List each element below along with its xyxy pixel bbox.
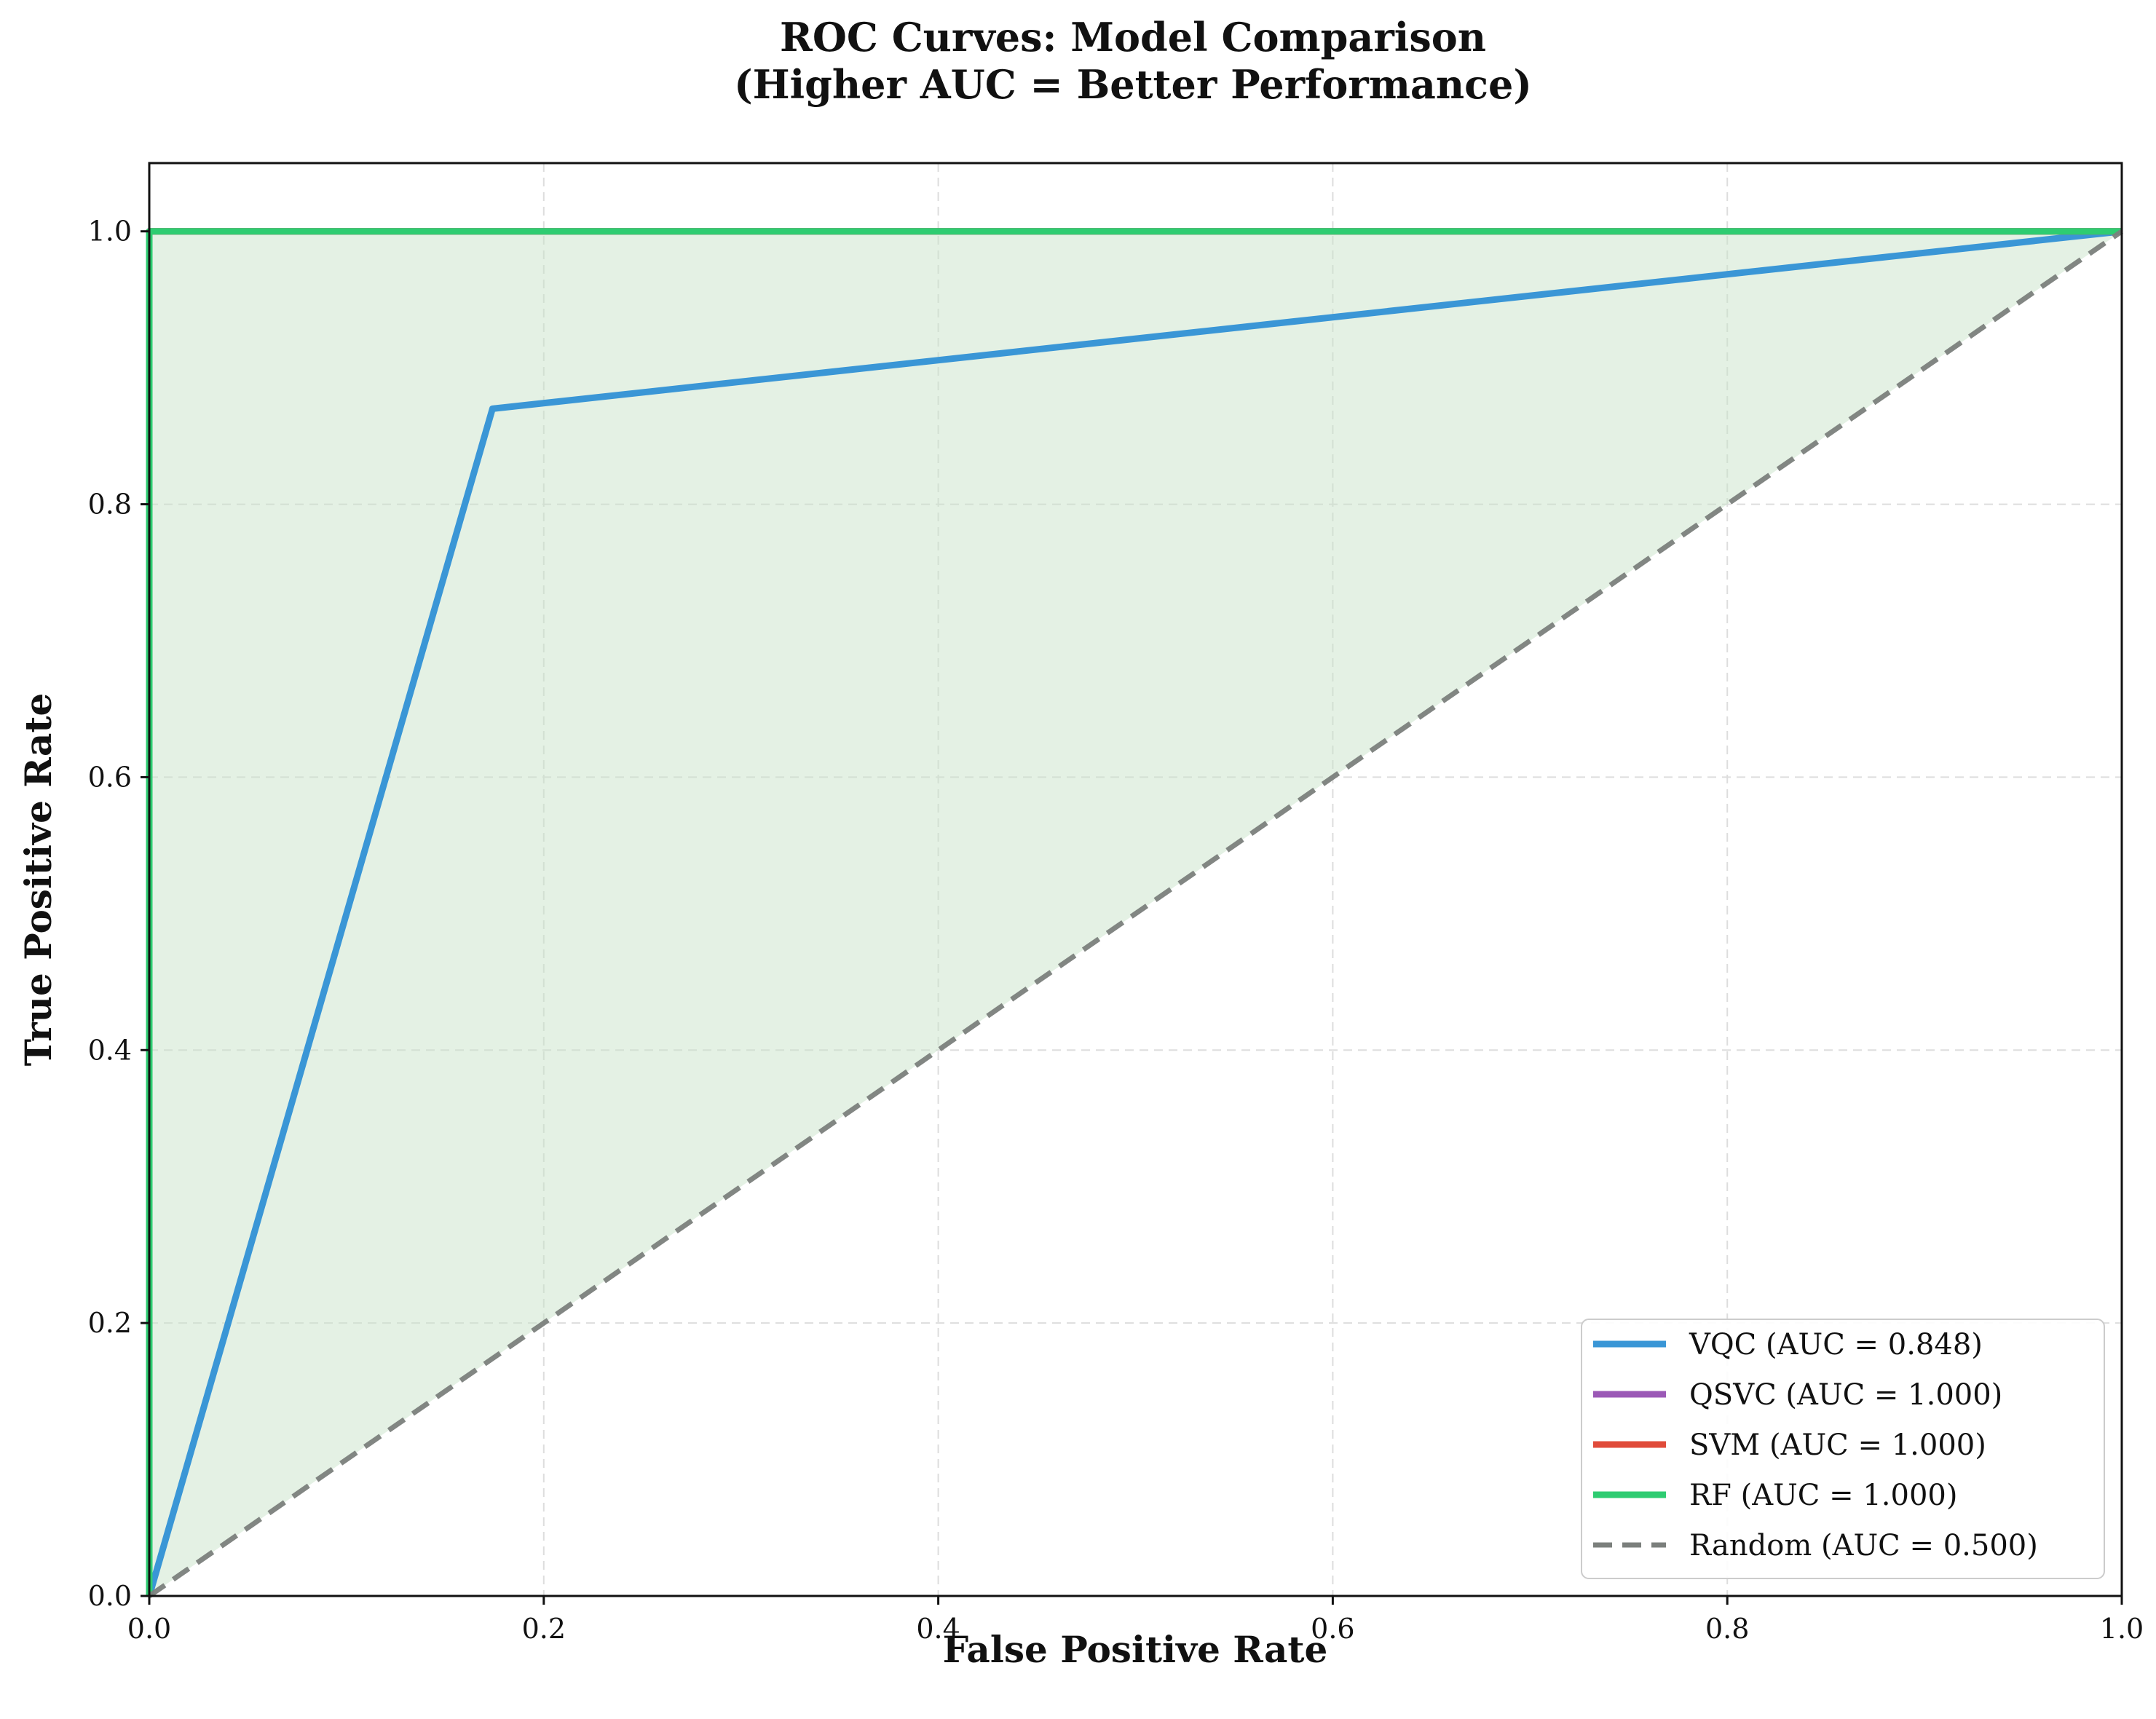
- y-tick-label-4: 0.8: [88, 489, 132, 521]
- plot-frame: [148, 162, 2123, 1597]
- chart-title-line-1: ROC Curves: Model Comparison: [780, 14, 1486, 60]
- axis-ticks: 0.0 0.2 0.4 0.6 0.8 1.0 0.0 0.2 0.4 0.6 0.8 1.0: [88, 216, 2144, 1645]
- legend-label-4: Random (AUC = 0.500): [1689, 1529, 2038, 1562]
- x-tick-label-4: 0.8: [1705, 1613, 1749, 1645]
- legend-label-0: VQC (AUC = 0.848): [1689, 1328, 1983, 1362]
- x-tick-label-2: 0.4: [916, 1613, 960, 1645]
- y-tick-label-3: 0.6: [88, 761, 132, 793]
- x-tick-label-0: 0.0: [127, 1613, 171, 1645]
- legend-label-2: SVM (AUC = 1.000): [1689, 1428, 1986, 1462]
- legend: VQC (AUC = 0.848) QSVC (AUC = 1.000) SVM (…: [1581, 1319, 2105, 1579]
- chart-title-line-2: (Higher AUC = Better Performance): [734, 61, 1532, 108]
- x-tick-label-1: 0.2: [522, 1613, 566, 1645]
- y-tick-label-5: 1.0: [88, 216, 132, 248]
- legend-box: [1581, 1319, 2105, 1579]
- x-tick-label-3: 0.6: [1311, 1613, 1354, 1645]
- legend-label-1: QSVC (AUC = 1.000): [1689, 1378, 2002, 1412]
- y-axis-label: True Positive Rate: [17, 693, 60, 1067]
- y-tick-label-1: 0.2: [88, 1307, 132, 1339]
- series-line-4: [148, 229, 2123, 1598]
- y-tick-label-2: 0.4: [88, 1034, 132, 1066]
- x-axis-label: False Positive Rate: [943, 1628, 1328, 1671]
- series-line-0: [146, 228, 2123, 1597]
- legend-label-3: RF (AUC = 1.000): [1689, 1479, 1957, 1512]
- x-tick-label-5: 1.0: [2100, 1613, 2144, 1645]
- y-tick-label-0: 0.0: [88, 1580, 132, 1612]
